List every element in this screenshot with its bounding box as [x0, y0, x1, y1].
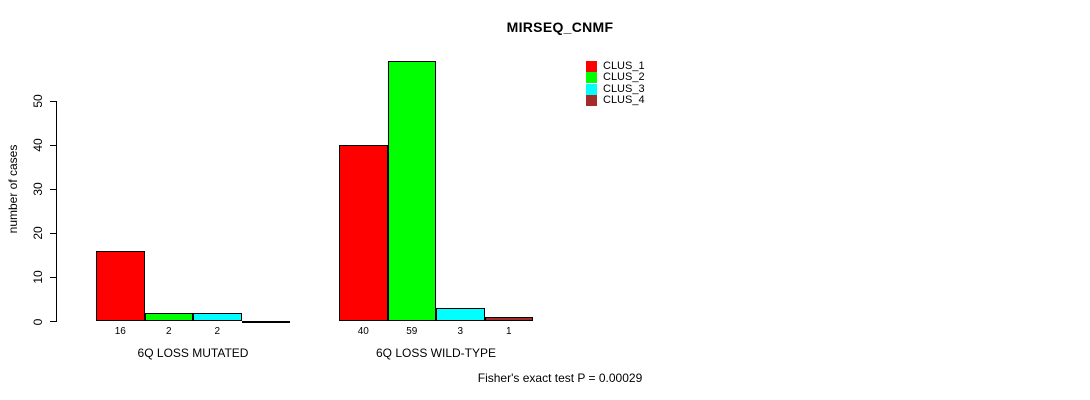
legend-item-clus_3: CLUS_3: [586, 82, 645, 95]
bar-value-label: 1: [505, 326, 512, 337]
y-axis-tick: [50, 188, 56, 190]
bar-zero-clus_4: [241, 320, 290, 323]
bar-clus_2: [387, 61, 436, 322]
bar-clus_1: [339, 145, 388, 322]
y-axis-tick-label: 10: [31, 270, 45, 285]
bar-value-label: 2: [214, 326, 221, 337]
bar-clus_1: [96, 250, 145, 322]
bar-value-label: 40: [357, 326, 369, 337]
legend-item-clus_2: CLUS_2: [586, 71, 645, 84]
legend-swatch: [586, 61, 597, 73]
y-axis-tick-label: 20: [31, 226, 45, 240]
y-axis-tick: [50, 232, 56, 234]
y-axis-tick: [50, 321, 56, 322]
legend: CLUS_1 CLUS_2 CLUS_3 CLUS_4: [586, 60, 645, 107]
y-axis-line: [56, 101, 57, 322]
legend-swatch: [586, 83, 597, 95]
y-axis-tick-label: 0: [31, 318, 45, 325]
fisher-test-annotation: Fisher's exact test P = 0.00029: [477, 371, 643, 385]
legend-label: CLUS_2: [603, 71, 645, 84]
bar-value-label: 59: [406, 326, 418, 337]
legend-item-clus_1: CLUS_1: [586, 60, 645, 73]
y-axis-tick: [50, 276, 56, 278]
bar-value-label: 3: [457, 326, 464, 337]
legend-swatch: [586, 72, 597, 84]
bar-value-label: 2: [165, 326, 172, 337]
y-axis-tick: [50, 100, 56, 102]
legend-item-clus_4: CLUS_4: [586, 94, 645, 107]
y-axis-tick-label: 40: [31, 138, 45, 152]
bar-clus_2: [144, 312, 193, 322]
y-axis-tick-label: 30: [31, 182, 45, 196]
chart-title: MIRSEQ_CNMF: [506, 19, 614, 35]
bar-clus_4: [484, 317, 533, 322]
x-category-label: 6Q LOSS WILD-TYPE: [375, 346, 497, 360]
legend-label: CLUS_1: [603, 60, 645, 73]
legend-swatch: [586, 95, 597, 107]
legend-label: CLUS_4: [603, 94, 645, 107]
y-axis-tick-label: 50: [31, 94, 45, 108]
bar-clus_3: [193, 312, 242, 322]
x-category-label: 6Q LOSS MUTATED: [137, 346, 249, 360]
bar-value-label: 16: [114, 326, 126, 337]
y-axis-tick: [50, 144, 56, 146]
bar-clus_3: [436, 308, 485, 322]
y-axis-label: number of cases: [6, 144, 20, 234]
legend-label: CLUS_3: [603, 82, 645, 95]
